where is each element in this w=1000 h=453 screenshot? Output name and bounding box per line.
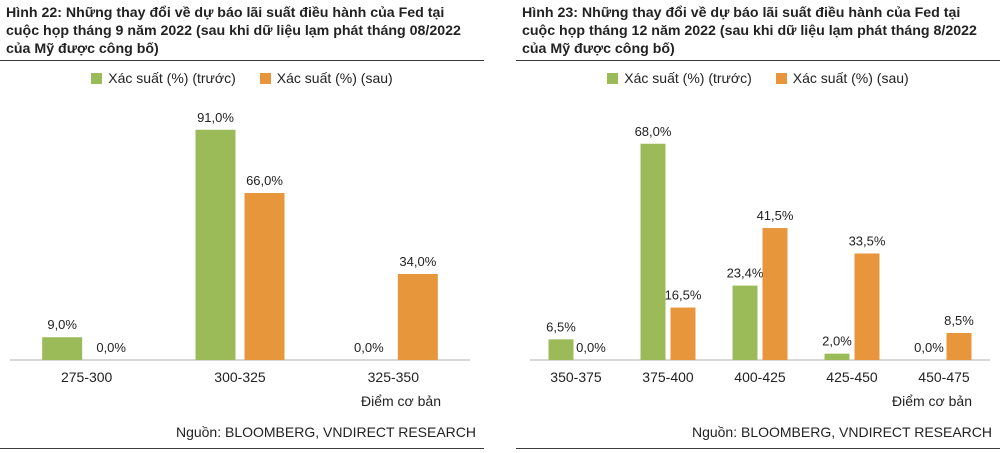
- data-label-before-375-400: 68,0%: [635, 124, 672, 139]
- data-label-after-325-350: 34,0%: [399, 254, 436, 269]
- bottom-divider: [516, 448, 1000, 449]
- legend-label-before: Xác suất (%) (trước): [624, 70, 752, 86]
- legend-item-after: Xác suất (%) (sau): [775, 70, 909, 86]
- data-label-before-300-325: 91,0%: [197, 110, 234, 125]
- data-label-before-275-300: 9,0%: [47, 317, 77, 332]
- x-tick-label-275-300: 275-300: [61, 369, 113, 385]
- legend-swatch-after: [259, 72, 271, 84]
- bar-before-350-375: [548, 339, 574, 360]
- x-unit-note: Điểm cơ bản: [361, 393, 441, 409]
- bar-after-425-450: [854, 253, 880, 360]
- data-label-before-425-450: 2,0%: [822, 334, 852, 349]
- legend-swatch-before: [91, 72, 103, 84]
- legend-label-after: Xác suất (%) (sau): [276, 70, 393, 86]
- legend-item-before: Xác suất (%) (trước): [91, 70, 236, 86]
- bar-after-375-400: [670, 307, 696, 360]
- top-divider: [0, 60, 484, 61]
- bar-chart-left: 9,0% 0,0% 275-300 91,0% 66,0% 300-325 0,0% 34,0…: [10, 110, 470, 385]
- bar-after-325-350: [397, 273, 438, 360]
- data-label-after-450-475: 8,5%: [944, 313, 974, 328]
- bar-before-375-400: [640, 143, 666, 360]
- bottom-divider: [0, 448, 484, 449]
- x-tick-label-300-325: 300-325: [214, 369, 266, 385]
- data-label-before-350-375: 6,5%: [546, 319, 576, 334]
- chart-title: Hình 23: Những thay đổi về dự báo lãi su…: [522, 5, 977, 57]
- data-label-after-425-450: 33,5%: [849, 233, 886, 248]
- x-tick-label-325-350: 325-350: [368, 369, 420, 385]
- bar-after-400-425: [762, 228, 788, 360]
- legend-item-before: Xác suất (%) (trước): [607, 70, 752, 86]
- data-label-after-275-300: 0,0%: [96, 340, 126, 355]
- x-unit-note: Điểm cơ bản: [892, 393, 972, 409]
- legend: Xác suất (%) (trước) Xác suất (%) (sau): [0, 70, 484, 86]
- bar-before-425-450: [824, 353, 850, 360]
- data-label-after-400-425: 41,5%: [757, 208, 794, 223]
- chart-title: Hình 22: Những thay đổi về dự báo lãi su…: [6, 5, 461, 57]
- data-label-after-300-325: 66,0%: [246, 173, 283, 188]
- chart-panel-left: Hình 22: Những thay đổi về dự báo lãi su…: [0, 0, 484, 453]
- data-label-after-375-400: 16,5%: [665, 288, 702, 303]
- legend-label-after: Xác suất (%) (sau): [792, 70, 909, 86]
- bar-after-450-475: [946, 332, 972, 360]
- x-tick-label-400-425: 400-425: [734, 369, 786, 385]
- legend-swatch-after: [775, 72, 787, 84]
- data-label-before-325-350: 0,0%: [354, 340, 384, 355]
- legend-item-after: Xác suất (%) (sau): [259, 70, 393, 86]
- data-label-before-450-475: 0,0%: [914, 340, 944, 355]
- chart-panel-right: Hình 23: Những thay đổi về dự báo lãi su…: [516, 0, 1000, 453]
- legend-label-before: Xác suất (%) (trước): [108, 70, 236, 86]
- x-tick-label-350-375: 350-375: [550, 369, 602, 385]
- source-note: Nguồn: BLOOMBERG, VNDIRECT RESEARCH: [691, 424, 992, 440]
- data-label-before-400-425: 23,4%: [727, 266, 764, 281]
- bar-before-300-325: [195, 129, 236, 360]
- x-tick-label-450-475: 450-475: [918, 369, 970, 385]
- bar-chart-right: 6,5%0,0%350-37568,0%16,5%375-40023,4%41,…: [530, 124, 990, 385]
- legend: Xác suất (%) (trước) Xác suất (%) (sau): [516, 70, 1000, 86]
- data-label-after-350-375: 0,0%: [576, 340, 606, 355]
- legend-swatch-before: [607, 72, 619, 84]
- x-tick-label-375-400: 375-400: [642, 369, 694, 385]
- source-note: Nguồn: BLOOMBERG, VNDIRECT RESEARCH: [175, 424, 476, 440]
- x-tick-label-425-450: 425-450: [826, 369, 878, 385]
- bar-after-300-325: [244, 193, 285, 360]
- bar-before-400-425: [732, 285, 758, 360]
- bar-before-275-300: [42, 337, 83, 360]
- top-divider: [516, 60, 1000, 61]
